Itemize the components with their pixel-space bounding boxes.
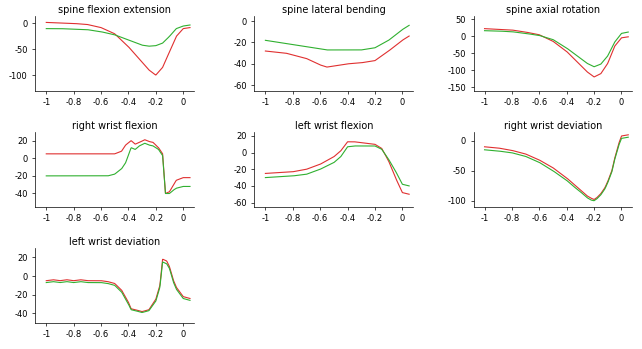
Title: spine flexion extension: spine flexion extension: [58, 5, 171, 15]
Title: right wrist flexion: right wrist flexion: [72, 121, 157, 131]
Title: spine lateral bending: spine lateral bending: [282, 5, 386, 15]
Title: left wrist flexion: left wrist flexion: [295, 121, 373, 131]
Title: right wrist deviation: right wrist deviation: [504, 121, 602, 131]
Title: left wrist deviation: left wrist deviation: [69, 237, 160, 247]
Title: spine axial rotation: spine axial rotation: [506, 5, 600, 15]
